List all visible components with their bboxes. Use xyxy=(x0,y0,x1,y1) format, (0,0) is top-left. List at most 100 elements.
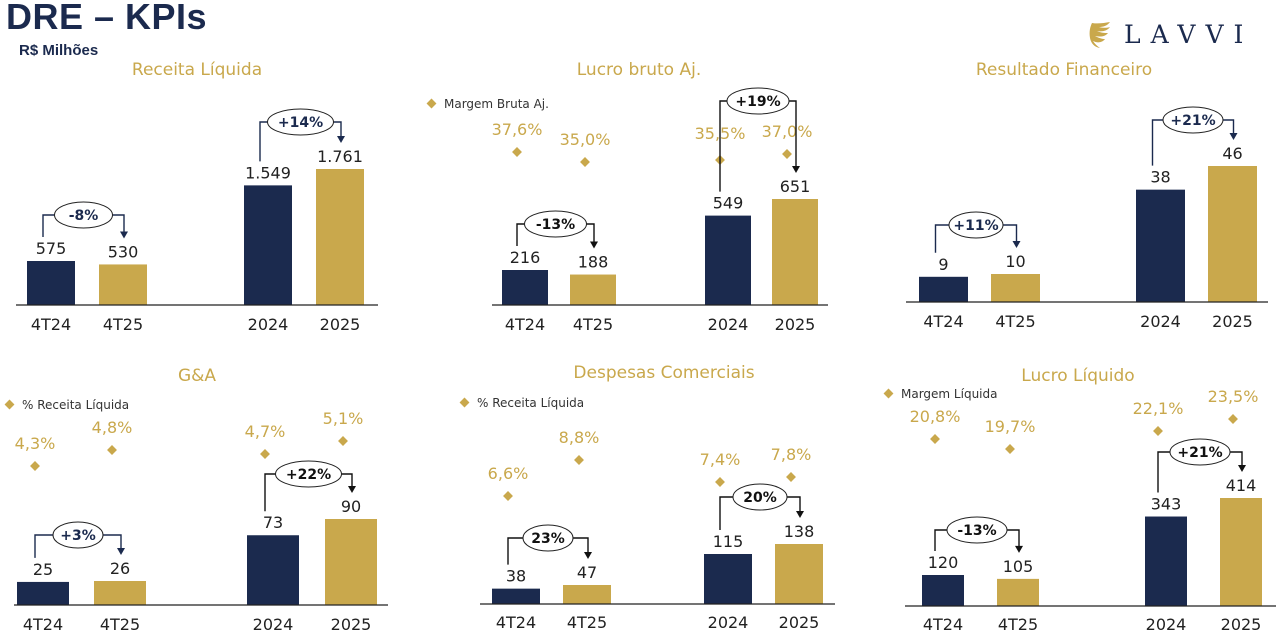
bar-4T25 xyxy=(94,581,146,605)
variation-bubble xyxy=(1162,106,1224,134)
value-label: 9 xyxy=(938,255,948,274)
margin-label: 22,1% xyxy=(1133,399,1184,418)
chart-panel-resultado-financeiro: Resultado Financeiro 9 4T24 10 4T25 38 2024 46 2… xyxy=(906,60,1268,331)
arrow-down-icon xyxy=(590,241,598,249)
bar-4T25 xyxy=(991,274,1040,302)
company-logo: LAVVI xyxy=(1088,20,1253,49)
chart-title: Receita Líquida xyxy=(132,60,262,80)
variation-label: +11% xyxy=(953,218,998,234)
variation-bubble xyxy=(732,483,788,511)
category-label: 4T24 xyxy=(923,312,963,331)
arrow-down-icon xyxy=(1012,241,1021,248)
chart-title: G&A xyxy=(178,366,216,386)
margin-diamond-marker xyxy=(260,449,270,459)
legend-label: Margem Líquida xyxy=(901,387,997,401)
margin-label: 4,7% xyxy=(245,422,286,441)
bar-2024 xyxy=(247,535,299,605)
legend-diamond-icon xyxy=(883,388,894,399)
category-label: 2024 xyxy=(248,315,289,334)
arrow-down-icon xyxy=(796,511,804,518)
variation-bubble xyxy=(946,516,1008,544)
bar-4T25 xyxy=(997,578,1039,606)
category-label: 2024 xyxy=(708,613,749,632)
variation-connector xyxy=(103,534,122,549)
category-label: 4T24 xyxy=(923,615,963,634)
variation-connector xyxy=(1223,119,1235,134)
category-label: 4T25 xyxy=(995,312,1035,331)
value-label: 120 xyxy=(928,553,959,572)
bar-2024 xyxy=(1145,516,1187,606)
variation-label: +14% xyxy=(278,115,323,131)
category-label: 2025 xyxy=(1221,615,1262,634)
variation-connector xyxy=(719,496,733,530)
bar-2025 xyxy=(1208,166,1257,302)
arrow-down-icon xyxy=(117,548,125,555)
arrow-down-icon xyxy=(584,552,592,559)
margin-diamond-marker xyxy=(512,147,522,157)
chart-title: Despesas Comerciais xyxy=(573,363,754,383)
bar-2024 xyxy=(244,185,292,305)
margin-label: 4,8% xyxy=(92,418,133,437)
variation-label: -13% xyxy=(957,523,996,539)
category-label: 4T24 xyxy=(31,315,71,334)
value-label: 1.761 xyxy=(317,147,363,166)
variation-label: -8% xyxy=(69,208,99,224)
value-label: 138 xyxy=(784,522,815,541)
variation-connector xyxy=(507,537,523,565)
variation-connector xyxy=(1007,529,1020,547)
value-label: 90 xyxy=(341,497,361,516)
bar-2024 xyxy=(704,554,752,604)
margin-diamond-marker xyxy=(107,445,117,455)
bar-4T25 xyxy=(563,585,611,604)
value-label: 549 xyxy=(713,194,744,213)
variation-connector xyxy=(787,496,801,512)
margin-label: 4,3% xyxy=(15,434,56,453)
variation-connector xyxy=(264,473,276,512)
chart-panel-lucro-bruto-aj: Lucro bruto Aj. Margem Bruta Aj. 216 4T24 18… xyxy=(426,60,828,334)
variation-connector xyxy=(586,223,595,243)
bar-2025 xyxy=(316,169,364,305)
category-label: 2024 xyxy=(253,615,294,634)
bar-2025 xyxy=(1220,498,1262,606)
value-label: 25 xyxy=(33,560,53,579)
variation-label: 23% xyxy=(531,531,565,547)
variation-bubble xyxy=(275,460,342,488)
chart-title: Lucro Líquido xyxy=(1021,366,1134,386)
value-label: 530 xyxy=(108,242,139,261)
margin-label: 23,5% xyxy=(1208,387,1259,406)
value-label: 38 xyxy=(1150,168,1170,187)
legend-diamond-icon xyxy=(459,397,470,408)
variation-label: +21% xyxy=(1170,113,1215,129)
variation-label: +22% xyxy=(286,467,331,483)
bar-2024 xyxy=(1136,189,1185,302)
value-label: 216 xyxy=(510,248,541,267)
value-label: 73 xyxy=(263,513,283,532)
arrow-down-icon xyxy=(348,486,356,493)
value-label: 414 xyxy=(1226,476,1257,495)
variation-connector xyxy=(1003,224,1018,242)
arrow-down-icon xyxy=(1229,133,1238,140)
logo-wordmark: LAVVI xyxy=(1124,20,1254,49)
variation-connector xyxy=(333,121,342,137)
variation-connector xyxy=(259,121,268,162)
legend-diamond-icon xyxy=(426,98,437,109)
lion-mane-icon xyxy=(1089,21,1110,48)
variation-bubble xyxy=(524,210,587,238)
category-label: 2024 xyxy=(1146,615,1187,634)
variation-bubble xyxy=(1169,438,1231,466)
variation-connector xyxy=(1151,119,1163,166)
margin-diamond-marker xyxy=(338,436,348,446)
arrow-down-icon xyxy=(1238,465,1246,472)
margin-diamond-marker xyxy=(1153,426,1163,436)
chart-panel-receita-liquida: Receita Líquida 575 4T24 530 4T25 1.549 2024 1.… xyxy=(16,60,378,334)
variation-connector xyxy=(1157,451,1170,493)
margin-diamond-marker xyxy=(580,157,590,167)
bar-4T24 xyxy=(919,276,968,302)
variation-bubble xyxy=(52,521,104,549)
value-label: 115 xyxy=(713,532,744,551)
legend-label: % Receita Líquida xyxy=(477,396,584,410)
variation-label: +21% xyxy=(1177,445,1222,461)
bar-4T24 xyxy=(922,575,964,606)
bar-2024 xyxy=(705,215,751,305)
chart-panel-lucro-liquido: Lucro Líquido Margem Líquida 120 4T24 105 4T2… xyxy=(883,366,1276,634)
